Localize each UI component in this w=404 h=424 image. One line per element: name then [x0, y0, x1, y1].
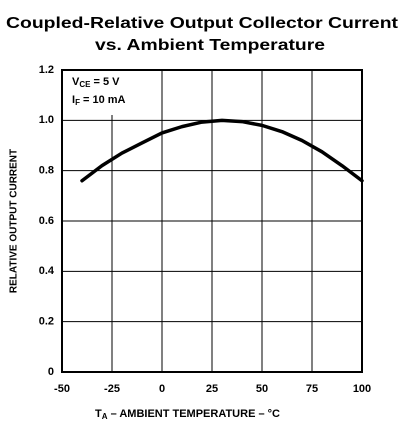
annotation-part: I: [72, 94, 75, 106]
annotation-part: = 5 V: [90, 76, 120, 88]
y-tick-label: 1.0: [39, 114, 54, 126]
y-tick-label: 0.6: [39, 215, 54, 227]
x-tick-label: -25: [104, 383, 120, 395]
annotation-part: CE: [79, 80, 91, 89]
chart-title: Coupled-Relative Output Collector Curren…: [6, 15, 399, 32]
data-line: [80, 118, 364, 183]
annotation: IF = 10 mA: [72, 94, 126, 107]
x-axis-label: TA – AMBIENT TEMPERATURE – °C: [95, 408, 280, 421]
y-tick-label: 0.4: [39, 265, 55, 277]
y-tick-label: 1.2: [39, 64, 54, 76]
y-tick-label: 0.2: [39, 316, 54, 328]
x-axis-label-part: A: [102, 412, 108, 421]
plot-frame: [61, 69, 363, 373]
y-tick-label: 0.8: [39, 165, 54, 177]
annotation-box: [63, 71, 139, 115]
y-tick-label: 0: [48, 366, 54, 378]
x-tick-label: 75: [306, 383, 318, 395]
annotation: VCE = 5 V: [72, 76, 120, 89]
x-tick-label: 0: [159, 383, 165, 395]
y-axis-label: RELATIVE OUTPUT CURRENT: [9, 149, 20, 293]
annotation-part: = 10 mA: [80, 94, 126, 106]
x-tick-label: 50: [256, 383, 268, 395]
x-axis-label-part: – AMBIENT TEMPERATURE – °C: [108, 408, 281, 420]
annotation-part: F: [75, 98, 80, 107]
chart-title: vs. Ambient Temperature: [95, 37, 325, 54]
x-tick-label: 25: [206, 383, 218, 395]
annotation-part: V: [72, 76, 80, 88]
x-tick-label: -50: [54, 383, 70, 395]
x-tick-label: 100: [353, 383, 371, 395]
x-axis-label-part: T: [95, 408, 102, 420]
